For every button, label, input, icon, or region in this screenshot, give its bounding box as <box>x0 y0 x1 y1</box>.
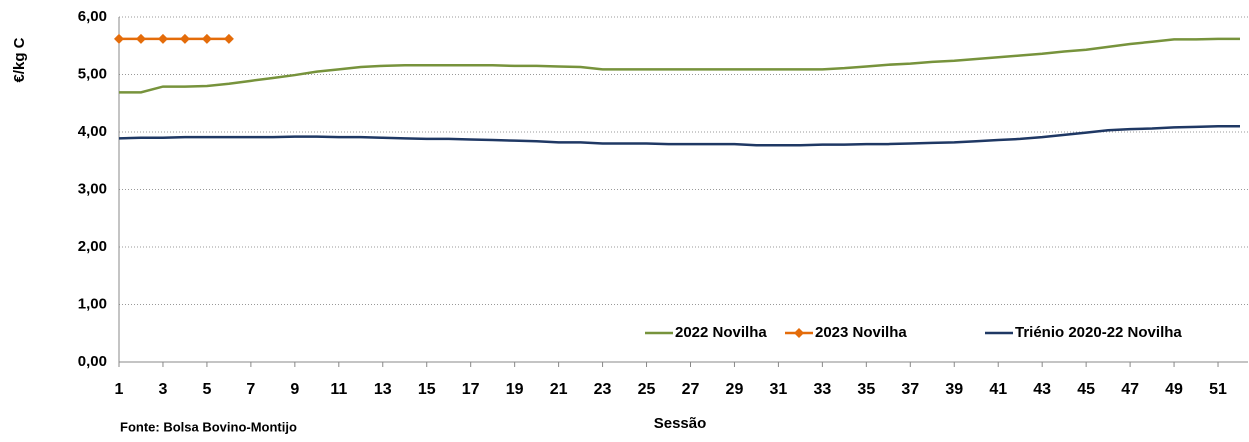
x-tick-label: 15 <box>418 381 436 398</box>
marker <box>179 33 190 44</box>
x-tick-label: 25 <box>638 381 656 398</box>
x-tick-label: 29 <box>726 381 744 398</box>
y-tick-label: 3,00 <box>78 180 107 197</box>
marker <box>223 33 234 44</box>
x-tick-label: 13 <box>374 381 392 398</box>
legend-label: Triénio 2020-22 Novilha <box>1015 324 1182 341</box>
x-tick-label: 19 <box>506 381 524 398</box>
marker <box>157 33 168 44</box>
x-tick-label: 51 <box>1209 381 1227 398</box>
y-tick-label: 6,00 <box>78 8 107 25</box>
x-axis-label: Sessão <box>654 415 707 432</box>
x-tick-label: 33 <box>813 381 831 398</box>
x-tick-label: 41 <box>989 381 1007 398</box>
x-tick-label: 7 <box>246 381 255 398</box>
x-tick-label: 17 <box>462 381 480 398</box>
legend-marker <box>794 328 804 338</box>
x-tick-label: 23 <box>594 381 612 398</box>
x-tick-label: 1 <box>115 381 124 398</box>
x-tick-label: 39 <box>945 381 963 398</box>
x-tick-label: 45 <box>1077 381 1095 398</box>
marker <box>201 33 212 44</box>
legend-label: 2023 Novilha <box>815 324 907 341</box>
x-tick-label: 3 <box>159 381 168 398</box>
source-note: Fonte: Bolsa Bovino-Montijo <box>120 419 297 434</box>
y-tick-label: 5,00 <box>78 65 107 82</box>
y-tick-label: 1,00 <box>78 295 107 312</box>
x-tick-label: 11 <box>330 381 347 398</box>
x-tick-label: 47 <box>1121 381 1139 398</box>
y-tick-label: 4,00 <box>78 123 107 140</box>
x-tick-label: 35 <box>857 381 875 398</box>
x-tick-label: 9 <box>290 381 299 398</box>
marker <box>135 33 146 44</box>
y-axis-label: €/kg C <box>11 37 28 82</box>
marker <box>114 33 124 44</box>
x-tick-label: 31 <box>770 381 788 398</box>
y-tick-label: 2,00 <box>78 238 107 255</box>
x-tick-label: 21 <box>550 381 568 398</box>
legend-label: 2022 Novilha <box>675 324 767 341</box>
x-tick-label: 37 <box>901 381 919 398</box>
x-tick-label: 27 <box>682 381 700 398</box>
x-tick-label: 43 <box>1033 381 1051 398</box>
series-line <box>119 37 1240 94</box>
y-tick-label: 0,00 <box>78 353 107 370</box>
x-tick-label: 49 <box>1165 381 1183 398</box>
x-tick-label: 5 <box>202 381 211 398</box>
series-line <box>118 125 1240 147</box>
